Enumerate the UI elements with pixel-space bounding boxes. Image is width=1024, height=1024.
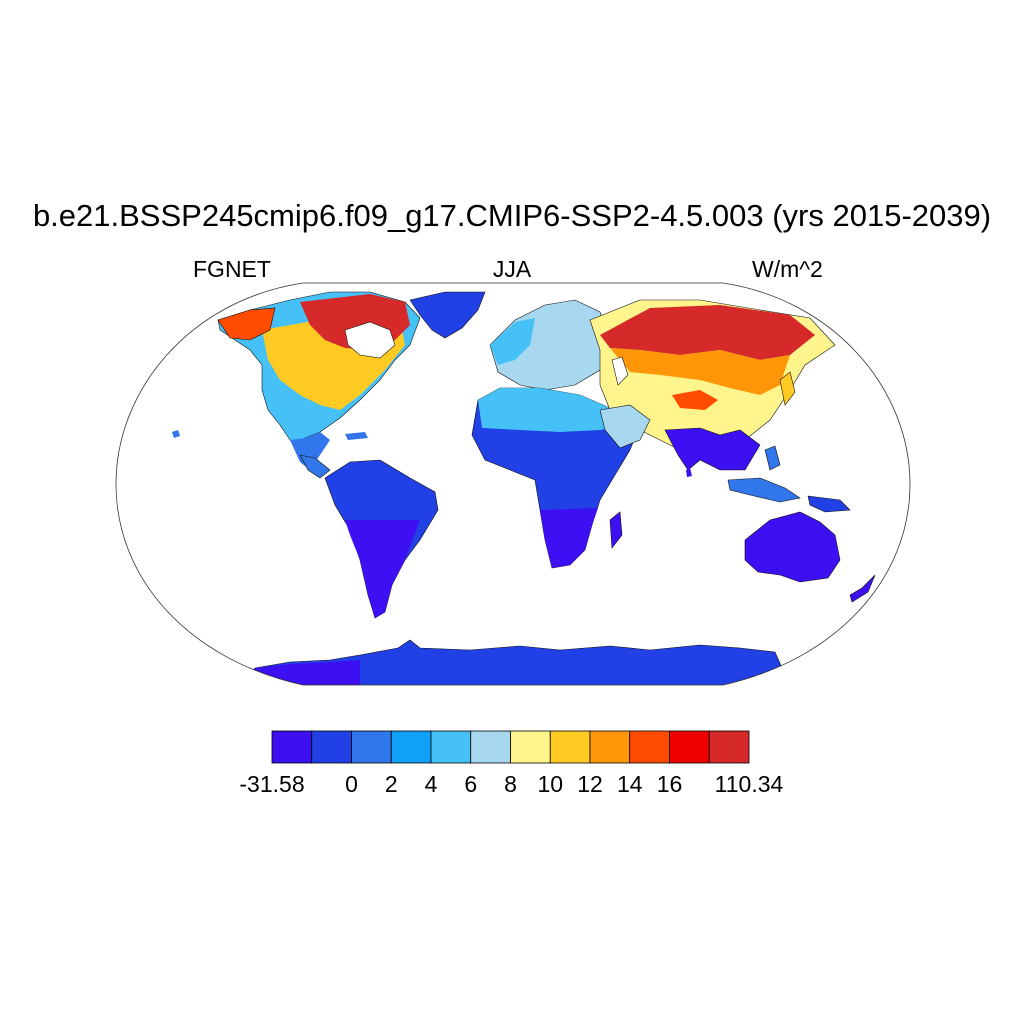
colorbar-swatch	[351, 730, 392, 764]
europe-west	[490, 318, 535, 365]
colorbar-swatch	[430, 730, 472, 764]
colorbar-swatch	[629, 730, 670, 764]
hawaii	[172, 430, 180, 438]
india-se-asia	[664, 427, 761, 471]
plot-title: b.e21.BSSP245cmip6.f09_g17.CMIP6-SSP2-4.…	[32, 198, 992, 233]
colorbar-swatch	[271, 730, 313, 764]
africa-south	[540, 508, 598, 568]
colorbar-tick-label: 6	[464, 771, 478, 797]
colorbar-tick-label: 2	[384, 771, 398, 797]
new-zealand	[849, 574, 876, 603]
sri-lanka	[686, 468, 692, 477]
caspian-sea	[611, 356, 629, 386]
australia	[744, 511, 841, 583]
colorbar-tick-label: 0	[345, 771, 358, 797]
colorbar-tick-label: -31.58	[239, 771, 305, 797]
colorbar-tick-label: 4	[424, 771, 438, 797]
north-america-south	[290, 432, 330, 470]
indonesia	[727, 477, 801, 503]
colorbar-swatch	[589, 730, 631, 764]
philippines	[764, 445, 781, 471]
africa-north	[478, 388, 635, 432]
season-label: JJA	[492, 256, 532, 282]
caribbean	[345, 432, 368, 440]
colorbar-swatch	[669, 730, 710, 764]
colorbar-tick-label: 16	[656, 771, 683, 797]
colorbar-swatch	[311, 730, 352, 764]
central-america	[299, 454, 331, 479]
colorbar-tick-label: 10	[537, 771, 564, 797]
antarctica-coast	[250, 660, 360, 685]
asia-hot-zone	[600, 305, 815, 360]
madagascar	[609, 511, 623, 549]
antarctica	[239, 639, 791, 685]
asia-warm-zone	[610, 348, 790, 395]
colorbar-swatch	[549, 730, 591, 764]
colorbar-swatch	[708, 730, 750, 764]
units-label: W/m^2	[752, 256, 823, 282]
tibet-hot	[672, 390, 718, 410]
greenland	[409, 291, 486, 339]
colorbar-tick-label: 12	[577, 771, 603, 797]
colorbar	[271, 730, 750, 764]
map-outline	[115, 282, 911, 686]
colorbar-swatch	[510, 730, 551, 764]
japan	[779, 371, 796, 406]
colorbar-tick-label: 8	[504, 771, 517, 797]
colorbar-swatch	[390, 730, 432, 764]
hudson-bay	[344, 321, 396, 359]
alaska	[217, 307, 276, 341]
variable-label: FGNET	[193, 256, 271, 282]
colorbar-tick-label: 14	[616, 771, 643, 797]
arabia	[599, 404, 651, 449]
colorbar-tick-label: 110.34	[714, 771, 784, 797]
new-guinea	[807, 495, 851, 513]
colorbar-swatch	[470, 730, 511, 764]
south-america-south	[345, 520, 420, 618]
